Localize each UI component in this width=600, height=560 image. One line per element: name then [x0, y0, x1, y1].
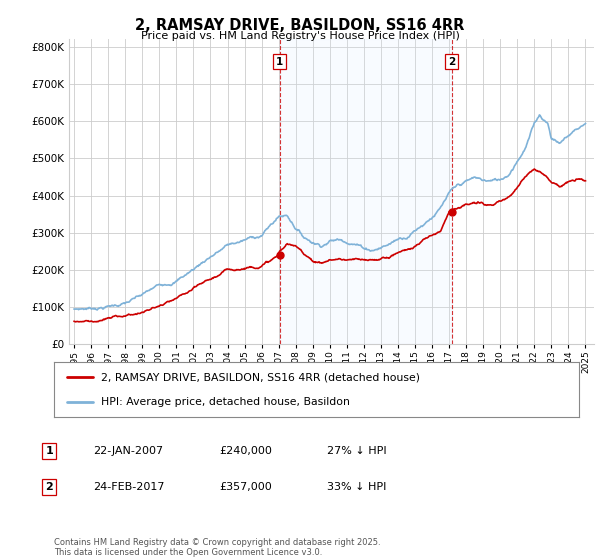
- Text: 33% ↓ HPI: 33% ↓ HPI: [327, 482, 386, 492]
- Text: 27% ↓ HPI: 27% ↓ HPI: [327, 446, 386, 456]
- Text: 1: 1: [46, 446, 53, 456]
- Text: 2, RAMSAY DRIVE, BASILDON, SS16 4RR (detached house): 2, RAMSAY DRIVE, BASILDON, SS16 4RR (det…: [101, 372, 420, 382]
- Bar: [280, 39, 452, 344]
- Text: 2, RAMSAY DRIVE, BASILDON, SS16 4RR: 2, RAMSAY DRIVE, BASILDON, SS16 4RR: [136, 18, 464, 33]
- Text: 22-JAN-2007: 22-JAN-2007: [93, 446, 163, 456]
- Text: 24-FEB-2017: 24-FEB-2017: [93, 482, 164, 492]
- Text: Price paid vs. HM Land Registry's House Price Index (HPI): Price paid vs. HM Land Registry's House …: [140, 31, 460, 41]
- Text: 2: 2: [46, 482, 53, 492]
- Text: 2: 2: [448, 57, 455, 67]
- Text: £357,000: £357,000: [219, 482, 272, 492]
- Text: £240,000: £240,000: [219, 446, 272, 456]
- Text: Contains HM Land Registry data © Crown copyright and database right 2025.
This d: Contains HM Land Registry data © Crown c…: [54, 538, 380, 557]
- Text: HPI: Average price, detached house, Basildon: HPI: Average price, detached house, Basi…: [101, 397, 350, 407]
- Text: 1: 1: [276, 57, 283, 67]
